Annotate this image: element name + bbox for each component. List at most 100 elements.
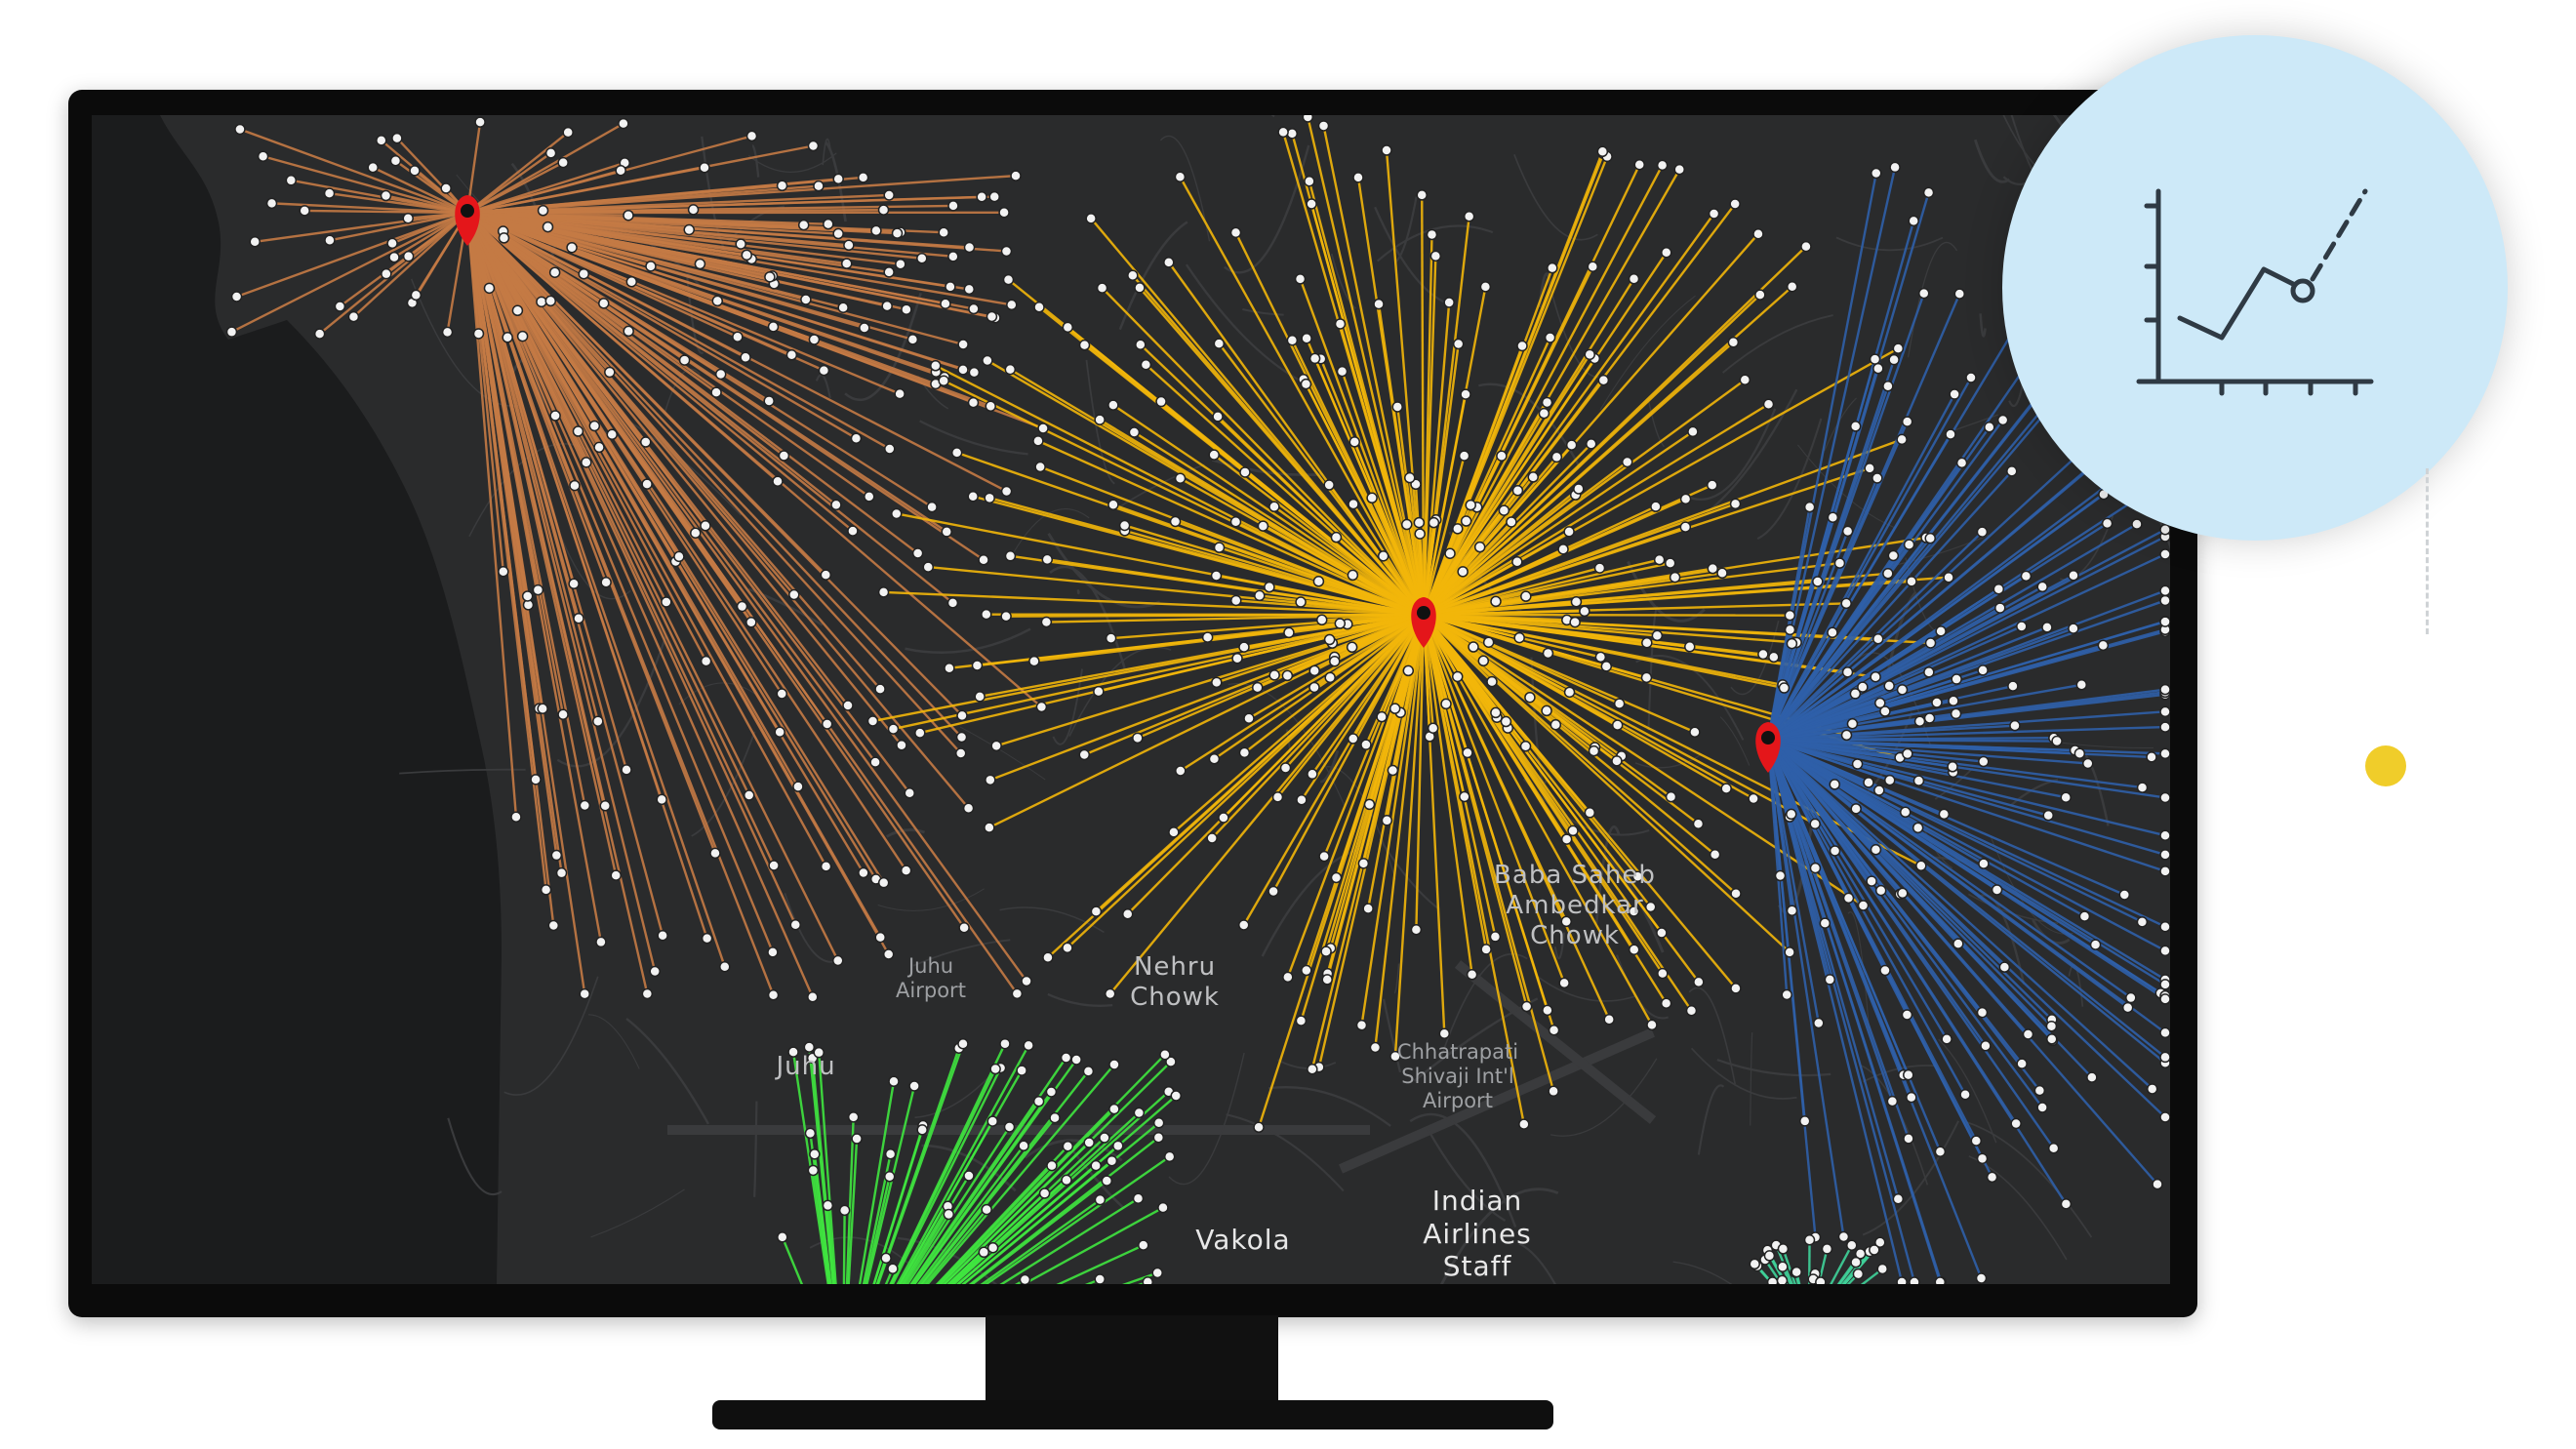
delivery-point[interactable] [1238,641,1250,653]
delivery-point[interactable] [2020,570,2033,583]
delivery-point[interactable] [537,703,548,714]
delivery-point[interactable] [906,334,919,345]
delivery-point[interactable] [926,501,938,513]
delivery-point[interactable] [1201,631,1214,643]
delivery-point[interactable] [1004,550,1017,562]
delivery-point[interactable] [1381,815,1393,826]
delivery-point[interactable] [1976,1006,1989,1019]
delivery-point[interactable] [1579,605,1590,618]
delivery-point[interactable] [2068,569,2079,582]
delivery-point[interactable] [877,876,890,889]
delivery-point[interactable] [963,283,976,296]
delivery-point[interactable] [1170,1090,1183,1102]
delivery-point[interactable] [740,351,751,364]
delivery-point[interactable] [1934,1146,1947,1157]
delivery-point[interactable] [1803,501,1816,513]
delivery-point[interactable] [807,990,819,1003]
delivery-point[interactable] [1366,492,1378,504]
delivery-point[interactable] [1174,171,1187,183]
delivery-point[interactable] [2159,594,2170,607]
delivery-point[interactable] [1301,964,1312,977]
delivery-point[interactable] [1684,641,1696,653]
delivery-point[interactable] [985,400,996,413]
delivery-point[interactable] [866,715,879,727]
delivery-point[interactable] [1362,903,1374,914]
delivery-point[interactable] [1041,553,1054,566]
delivery-point[interactable] [1924,637,1937,649]
delivery-point[interactable] [1500,715,1512,728]
delivery-point[interactable] [813,1046,825,1059]
delivery-point[interactable] [2082,757,2094,770]
delivery-point[interactable] [1106,1154,1118,1167]
delivery-point[interactable] [257,150,269,163]
delivery-point[interactable] [1922,186,1935,199]
delivery-point[interactable] [557,708,569,720]
delivery-point[interactable] [2036,581,2048,593]
delivery-point[interactable] [1628,273,1640,285]
delivery-point[interactable] [1264,581,1275,593]
delivery-point[interactable] [1886,1095,1899,1107]
delivery-point[interactable] [1318,850,1330,863]
delivery-point[interactable] [1994,602,2006,614]
delivery-point[interactable] [1049,1111,1061,1124]
delivery-point[interactable] [687,204,700,216]
delivery-point[interactable] [1019,1273,1031,1284]
delivery-point[interactable] [1784,624,1796,636]
delivery-point[interactable] [1912,775,1925,786]
delivery-point[interactable] [842,700,854,711]
delivery-point[interactable] [1685,1005,1698,1017]
delivery-point[interactable] [938,375,949,386]
delivery-point[interactable] [1588,745,1600,757]
delivery-point[interactable] [1679,521,1692,533]
delivery-point[interactable] [984,492,995,504]
delivery-point[interactable] [1840,729,1853,742]
delivery-point[interactable] [1317,120,1330,132]
delivery-point[interactable] [1127,269,1139,281]
delivery-point[interactable] [847,525,859,537]
delivery-point[interactable] [1135,339,1147,350]
delivery-point[interactable] [2101,517,2113,530]
delivery-point[interactable] [1950,707,1962,720]
delivery-point[interactable] [1687,425,1699,438]
delivery-point[interactable] [1323,633,1336,646]
delivery-point[interactable] [1866,875,1877,887]
delivery-point[interactable] [1308,664,1320,677]
delivery-point[interactable] [1896,684,1909,696]
delivery-point[interactable] [1251,681,1264,694]
delivery-point[interactable] [1018,1140,1029,1152]
delivery-point[interactable] [1000,245,1013,258]
delivery-point[interactable] [2159,979,2170,990]
delivery-point[interactable] [1511,556,1523,568]
delivery-point[interactable] [943,1208,955,1221]
delivery-point[interactable] [1268,885,1279,898]
delivery-point[interactable] [578,267,590,280]
delivery-point[interactable] [1901,1009,1913,1021]
delivery-point[interactable] [944,663,955,674]
delivery-point[interactable] [1121,908,1134,920]
delivery-point[interactable] [641,478,653,490]
delivery-point[interactable] [1520,590,1532,602]
delivery-point[interactable] [1980,1040,1992,1052]
delivery-point[interactable] [1538,407,1550,420]
delivery-point[interactable] [1959,1089,1971,1101]
delivery-point[interactable] [1438,1027,1451,1040]
delivery-point[interactable] [1169,515,1182,528]
delivery-point[interactable] [1357,858,1370,869]
delivery-point[interactable] [1286,128,1299,140]
delivery-point[interactable] [1254,589,1266,602]
delivery-point[interactable] [1594,651,1607,664]
delivery-point[interactable] [832,227,844,240]
delivery-point[interactable] [1906,1091,1917,1104]
delivery-point[interactable] [1909,1276,1920,1284]
delivery-point[interactable] [1992,583,2005,595]
delivery-point[interactable] [930,359,942,372]
delivery-point[interactable] [1906,576,1917,587]
delivery-point[interactable] [1163,1150,1176,1163]
delivery-point[interactable] [2016,1058,2028,1069]
delivery-point[interactable] [2042,809,2054,822]
delivery-point[interactable] [2159,548,2170,560]
delivery-point[interactable] [2152,1178,2163,1190]
delivery-point[interactable] [656,793,667,806]
delivery-point[interactable] [1781,988,1792,1001]
delivery-point[interactable] [888,1075,900,1088]
